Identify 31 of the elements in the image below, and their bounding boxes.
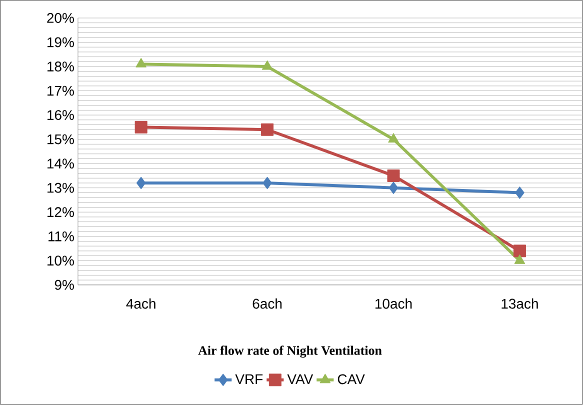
x-tick-label: 6ach — [252, 298, 282, 309]
legend-label: VAV — [287, 374, 314, 384]
y-tick-label: 14% — [48, 158, 74, 169]
y-tick-label: 13% — [48, 182, 74, 193]
x-tick-label: 4ach — [126, 298, 156, 309]
y-tick-label: 17% — [48, 86, 74, 96]
point — [261, 123, 274, 136]
y-tick-label: 11% — [48, 232, 74, 242]
point — [388, 133, 399, 143]
y-tick-label: 19% — [48, 37, 74, 48]
x-axis-title: Air flow rate of Night Ventilation — [198, 346, 382, 358]
legend-label: VRF — [235, 374, 263, 384]
point — [262, 176, 272, 190]
point — [136, 58, 147, 68]
y-tick-label: 18% — [48, 62, 74, 72]
y-tick-label: 20% — [47, 13, 74, 24]
y-tick-label: 9% — [54, 280, 74, 290]
point — [513, 244, 526, 258]
point — [134, 121, 148, 134]
x-tick-label: 10ach — [375, 298, 412, 309]
point — [387, 170, 400, 182]
point — [262, 60, 273, 70]
y-tick-label: 10% — [48, 256, 74, 266]
legend-label: CAV — [338, 374, 365, 384]
x-tick-label: 13ach — [502, 298, 538, 309]
point — [514, 186, 524, 200]
y-tick-label: 16% — [48, 110, 74, 120]
y-tick-label: 12% — [48, 207, 74, 218]
point — [388, 182, 398, 194]
y-tick-label: 15% — [48, 134, 74, 144]
point — [136, 176, 146, 190]
